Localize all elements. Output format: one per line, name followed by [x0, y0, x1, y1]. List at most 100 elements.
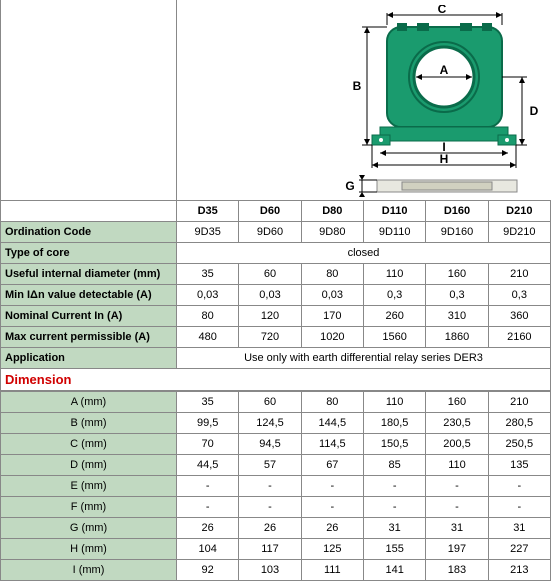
dim-cell: 110 — [363, 392, 425, 413]
dim-row-label: F (mm) — [1, 497, 177, 518]
spec-merged-cell: Use only with earth differential relay s… — [177, 348, 551, 369]
spec-table: D35D60D80D110D160D210Ordination Code9D35… — [0, 200, 551, 369]
spec-header-blank — [1, 201, 177, 222]
diagram-cell: C A — [177, 0, 551, 200]
dim-cell: 213 — [488, 560, 550, 581]
dim-row-label: D (mm) — [1, 455, 177, 476]
dim-cell: 35 — [177, 392, 239, 413]
dim-cell: - — [177, 497, 239, 518]
dim-cell: - — [301, 497, 363, 518]
spec-cell: 35 — [177, 264, 239, 285]
spec-cell: 60 — [239, 264, 301, 285]
dim-cell: 26 — [239, 518, 301, 539]
spec-cell: 1860 — [426, 327, 488, 348]
dim-cell: 144,5 — [301, 413, 363, 434]
spec-cell: 210 — [488, 264, 550, 285]
spec-cell: 0,3 — [488, 285, 550, 306]
dim-cell: 141 — [363, 560, 425, 581]
dim-row-label: H (mm) — [1, 539, 177, 560]
dim-row-label: G (mm) — [1, 518, 177, 539]
spec-cell: 1020 — [301, 327, 363, 348]
dim-cell: 210 — [488, 392, 550, 413]
spec-row-label: Max current permissible (A) — [1, 327, 177, 348]
spec-cell: 9D80 — [301, 222, 363, 243]
spec-cell: 160 — [426, 264, 488, 285]
transformer-diagram: C A — [342, 5, 551, 200]
spec-row-label: Nominal Current In (A) — [1, 306, 177, 327]
dim-cell: 180,5 — [363, 413, 425, 434]
dim-cell: - — [426, 476, 488, 497]
spec-cell: 0,3 — [426, 285, 488, 306]
spec-col-header: D35 — [177, 201, 239, 222]
dim-label-h: H — [440, 152, 449, 166]
spec-cell: 0,03 — [177, 285, 239, 306]
spec-cell: 9D35 — [177, 222, 239, 243]
spec-col-header: D160 — [426, 201, 488, 222]
spec-row-label: Ordination Code — [1, 222, 177, 243]
dim-cell: 99,5 — [177, 413, 239, 434]
diagram-empty-cell — [1, 0, 177, 200]
dim-cell: 57 — [239, 455, 301, 476]
dim-row-label: I (mm) — [1, 560, 177, 581]
spec-cell: 110 — [363, 264, 425, 285]
dim-cell: 230,5 — [426, 413, 488, 434]
dim-cell: 44,5 — [177, 455, 239, 476]
spec-cell: 360 — [488, 306, 550, 327]
dim-cell: - — [239, 476, 301, 497]
dim-cell: 250,5 — [488, 434, 550, 455]
dim-label-b: B — [353, 79, 362, 93]
spec-cell: 1560 — [363, 327, 425, 348]
spec-row-label: Type of core — [1, 243, 177, 264]
spec-col-header: D110 — [363, 201, 425, 222]
dim-cell: 104 — [177, 539, 239, 560]
spec-col-header: D60 — [239, 201, 301, 222]
dim-cell: 135 — [488, 455, 550, 476]
dim-cell: 80 — [301, 392, 363, 413]
dim-cell: 111 — [301, 560, 363, 581]
spec-cell: 720 — [239, 327, 301, 348]
dim-cell: 227 — [488, 539, 550, 560]
spec-cell: 170 — [301, 306, 363, 327]
dim-row-label: C (mm) — [1, 434, 177, 455]
dim-cell: 117 — [239, 539, 301, 560]
dim-cell: 60 — [239, 392, 301, 413]
dim-cell: 114,5 — [301, 434, 363, 455]
dim-cell: 92 — [177, 560, 239, 581]
dim-cell: 110 — [426, 455, 488, 476]
dimension-table: A (mm)356080110160210B (mm)99,5124,5144,… — [0, 391, 551, 581]
spec-cell: 9D210 — [488, 222, 550, 243]
dim-cell: 103 — [239, 560, 301, 581]
dim-label-a: A — [440, 63, 449, 77]
dim-cell: 124,5 — [239, 413, 301, 434]
dim-cell: 197 — [426, 539, 488, 560]
dim-cell: - — [488, 497, 550, 518]
spec-cell: 0,03 — [301, 285, 363, 306]
dim-cell: 150,5 — [363, 434, 425, 455]
dim-cell: 183 — [426, 560, 488, 581]
dim-label-c: C — [438, 5, 447, 16]
dim-row-label: A (mm) — [1, 392, 177, 413]
spec-col-header: D80 — [301, 201, 363, 222]
dim-cell: 200,5 — [426, 434, 488, 455]
dim-cell: - — [426, 497, 488, 518]
dim-cell: 70 — [177, 434, 239, 455]
dim-cell: 155 — [363, 539, 425, 560]
dim-cell: 160 — [426, 392, 488, 413]
dim-cell: 125 — [301, 539, 363, 560]
dim-row-label: B (mm) — [1, 413, 177, 434]
spec-row-label: Application — [1, 348, 177, 369]
spec-merged-cell: closed — [177, 243, 551, 264]
spec-cell: 480 — [177, 327, 239, 348]
dim-label-d: D — [530, 104, 539, 118]
dim-cell: - — [363, 497, 425, 518]
dim-cell: 280,5 — [488, 413, 550, 434]
spec-cell: 9D60 — [239, 222, 301, 243]
spec-cell: 2160 — [488, 327, 550, 348]
dim-cell: - — [301, 476, 363, 497]
spec-cell: 0,03 — [239, 285, 301, 306]
spec-cell: 9D160 — [426, 222, 488, 243]
dim-cell: - — [239, 497, 301, 518]
dim-cell: 94,5 — [239, 434, 301, 455]
dim-cell: - — [177, 476, 239, 497]
spec-cell: 80 — [177, 306, 239, 327]
